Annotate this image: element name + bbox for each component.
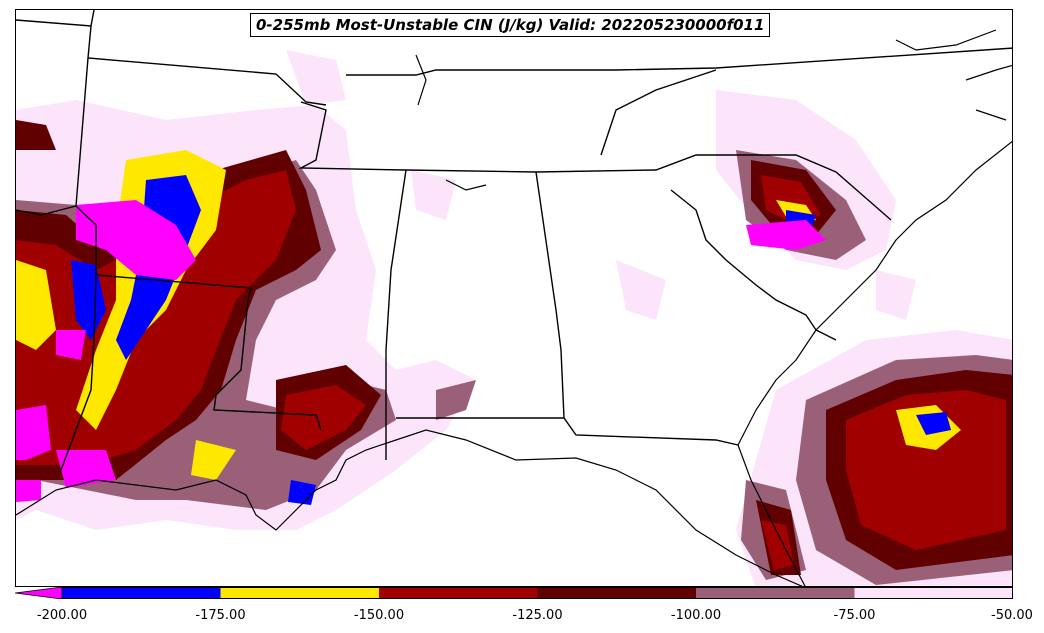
map-panel [15,9,1013,587]
colorbar-tick-label: -150.00 [353,608,405,623]
colorbar-segment-light-pink [854,587,1013,599]
cin-field-magenta [16,200,826,502]
colorbar-tick-label: -175.00 [195,608,246,623]
colorbar-tick-label: -125.00 [512,608,563,623]
colorbar-tick-label: -200.00 [36,608,88,623]
state-boundaries [16,10,1012,471]
colorbar-segment-dark-maroon [537,587,696,599]
colorbar-segment-blue [62,587,221,599]
map-title: 0-255mb Most-Unstable CIN (J/kg) Valid: … [250,13,771,37]
colorbar-segment-mauve [696,587,855,599]
coastlines [16,29,1012,586]
colorbar [15,587,1013,599]
colorbar-extend-arrow [15,587,63,599]
colorbar-tick-label: -50.00 [991,608,1033,623]
colorbar-tick-label: -100.00 [670,608,722,623]
colorbar-tick-label: -75.00 [833,608,876,623]
colorbar-segment-yellow [220,587,379,599]
colorbar-segment-red [379,587,538,599]
